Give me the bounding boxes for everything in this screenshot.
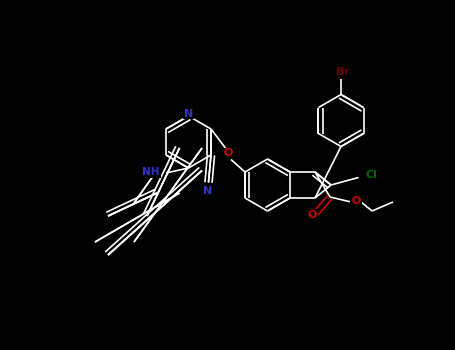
Text: N: N	[184, 108, 193, 119]
Text: O: O	[351, 196, 361, 205]
Text: Cl: Cl	[365, 169, 377, 180]
Text: N: N	[203, 187, 212, 196]
Text: O: O	[224, 148, 233, 159]
Text: NH: NH	[142, 167, 160, 177]
Text: O: O	[307, 210, 317, 220]
Text: Br: Br	[336, 67, 350, 77]
